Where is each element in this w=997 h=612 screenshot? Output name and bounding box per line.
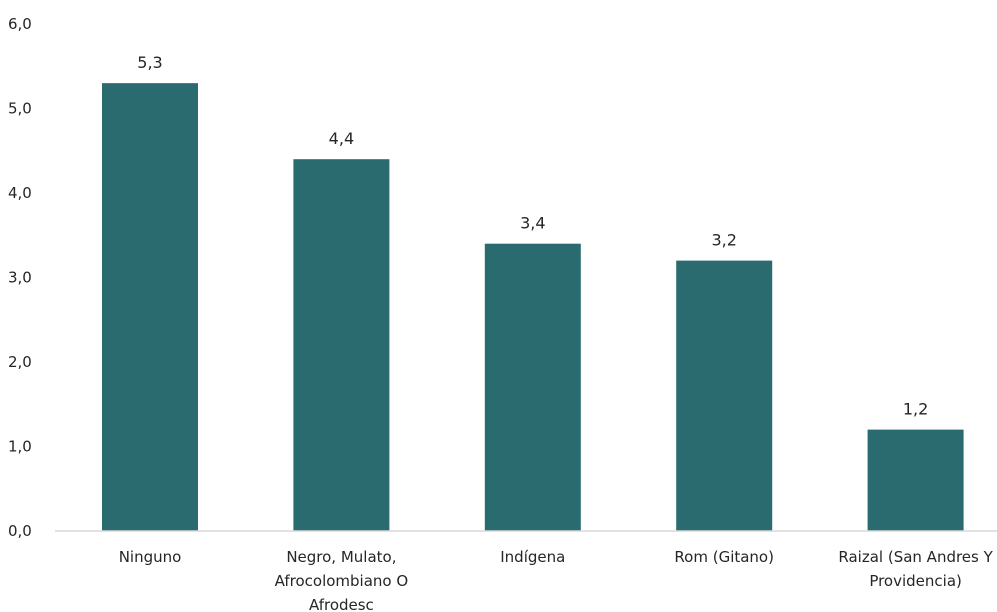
data-label: 3,2 [711,231,736,250]
bar [676,260,773,531]
y-tick-label: 1,0 [8,438,32,456]
x-tick-label-line: Providencia) [869,572,962,590]
x-tick-label-line: Ninguno [119,548,182,566]
y-tick-label: 0,0 [8,522,32,540]
x-tick-label: Raizal (San Andres Y Providencia) [838,548,993,590]
y-tick-label: 3,0 [8,269,32,287]
x-tick-label-line: Negro, Mulato, [286,548,396,566]
x-tick-label: Rom (Gitano) [674,548,774,566]
data-label: 3,4 [520,214,545,233]
x-tick-label-line: Rom (Gitano) [674,548,774,566]
data-label: 1,2 [903,400,928,419]
bar [293,159,390,531]
data-label: 5,3 [137,53,162,72]
y-tick-label: 2,0 [8,353,32,371]
bar [484,243,581,531]
x-tick-label: Negro, Mulato, Afrocolombiano O Afrodesc [275,548,409,612]
x-tick-label-line: Indígena [500,548,565,566]
y-tick-label: 6,0 [8,15,32,33]
data-label: 4,4 [329,129,354,148]
x-tick-label-line: Raizal (San Andres Y [838,548,993,566]
x-tick-label: Indígena [500,548,565,566]
y-tick-label: 5,0 [8,100,32,118]
x-tick-label-line: Afrodesc [309,596,374,612]
y-tick-label: 4,0 [8,184,32,202]
x-tick-label-line: Afrocolombiano O [275,572,409,590]
x-tick-label: Ninguno [119,548,182,566]
bar [867,429,964,531]
bar [102,83,198,532]
